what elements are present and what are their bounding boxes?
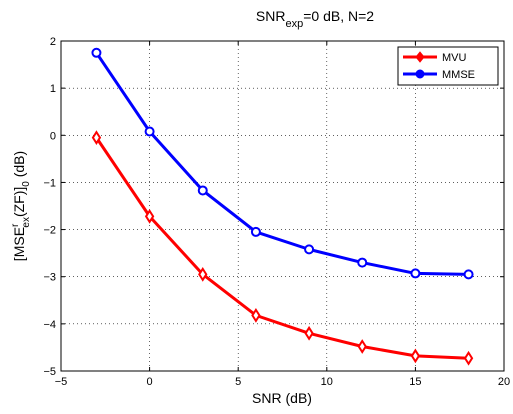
data-point-mmse <box>463 269 474 280</box>
data-point-mvu <box>198 266 208 282</box>
y-tick-label: 2 <box>50 36 56 48</box>
data-point-mvu <box>410 348 421 364</box>
data-point-mvu <box>144 209 155 224</box>
legend-marker-mvu <box>415 51 425 63</box>
series-layer <box>91 47 474 366</box>
x-tick-label: 15 <box>409 376 421 388</box>
y-tick-label: −4 <box>43 319 56 331</box>
series-mmse <box>91 47 474 280</box>
data-point-mmse <box>91 47 102 58</box>
axis-ticks: −5 0 5 10 15 20 −5 −4 −3 −2 −1 0 1 2 <box>43 36 510 388</box>
y-axis-label: [MSErex(ZF)]0 (dB) <box>10 151 32 261</box>
x-tick-label: 10 <box>321 376 333 388</box>
series-line-mvu <box>95 136 469 360</box>
plot-area-frame <box>60 40 505 372</box>
y-tick-label: −5 <box>43 366 56 378</box>
data-point-mmse <box>197 185 208 196</box>
legend-box <box>397 46 499 86</box>
chart-title: SNRexp=0 dB, N=2 <box>256 8 374 30</box>
y-tick-label: 1 <box>50 83 56 95</box>
legend-label-mmse: MMSE <box>442 69 475 81</box>
series-mvu <box>91 130 474 366</box>
grid <box>61 41 504 371</box>
data-point-mmse <box>250 226 261 237</box>
data-point-mmse <box>410 268 421 279</box>
y-tick-label: −3 <box>43 272 56 284</box>
data-point-mvu <box>463 350 474 366</box>
data-point-mmse <box>304 244 315 255</box>
legend-marker-mmse <box>415 69 425 79</box>
legend-label-mvu: MVU <box>442 52 467 64</box>
data-point-mvu <box>357 339 367 354</box>
y-tick-label: 0 <box>50 130 56 142</box>
data-point-mmse <box>144 126 155 137</box>
series-line-mmse <box>95 51 469 276</box>
data-point-mmse <box>357 257 368 268</box>
legend-item-mvu: MVU <box>403 51 467 64</box>
x-tick-label: 20 <box>498 376 510 388</box>
data-point-mvu <box>251 308 261 323</box>
x-tick-label: 5 <box>235 376 241 388</box>
legend-item-mmse: MMSE <box>403 69 475 81</box>
y-tick-label: −2 <box>43 225 56 237</box>
data-point-mvu <box>91 130 102 146</box>
y-tick-label: −1 <box>43 177 56 189</box>
x-axis-label: SNR (dB) <box>252 390 312 406</box>
legend: MVU MMSE <box>397 46 499 86</box>
x-tick-label: 0 <box>147 376 153 388</box>
data-point-mvu <box>304 325 314 341</box>
x-tick-label: −5 <box>55 376 68 388</box>
